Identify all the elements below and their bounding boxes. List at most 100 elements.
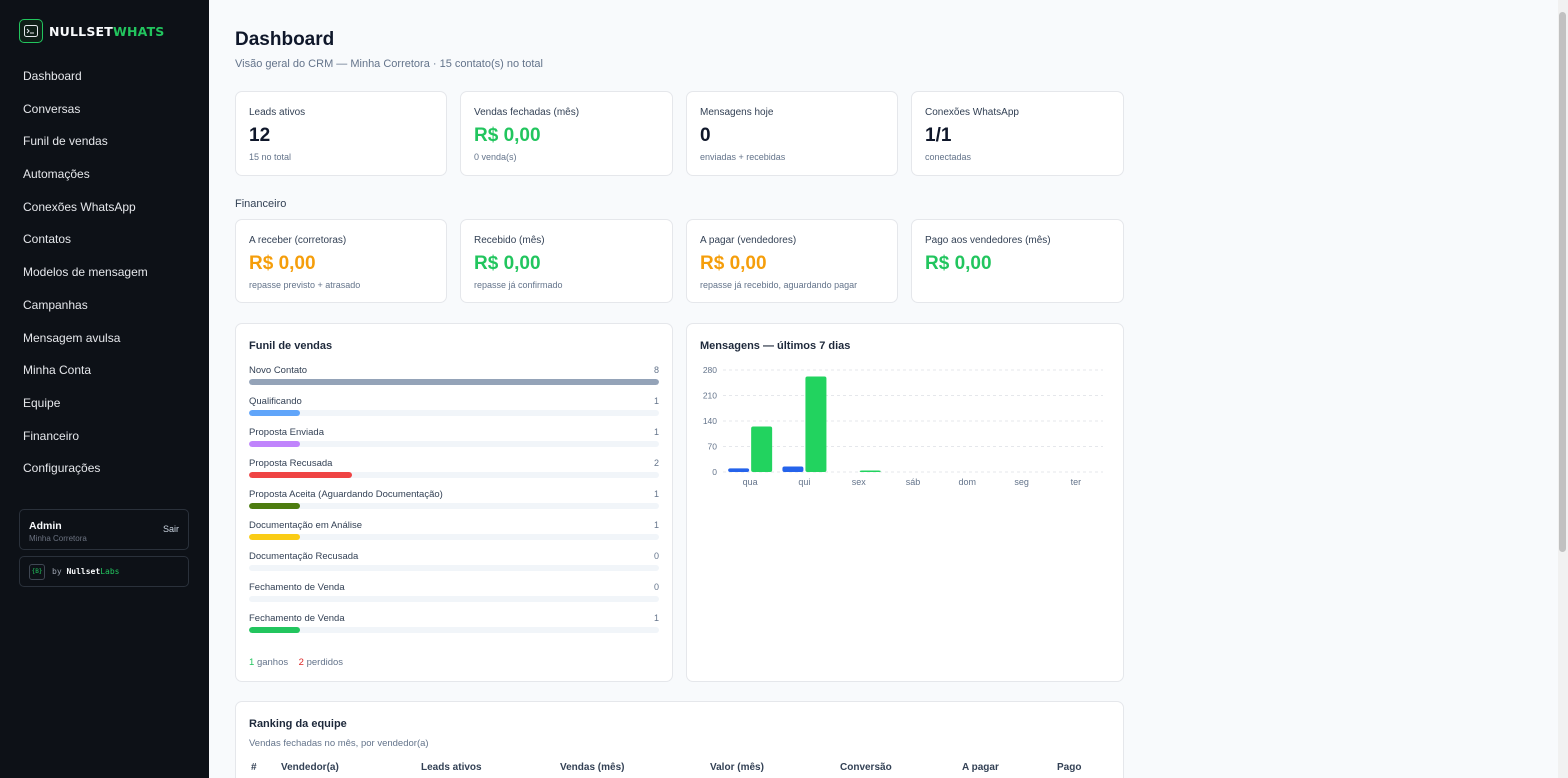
funnel-stage[interactable]: Proposta Enviada 1 xyxy=(249,427,659,453)
messages-chart-title: Mensagens — últimos 7 dias xyxy=(700,340,851,352)
stat-value: 12 xyxy=(249,125,271,146)
nav-item-dashboard[interactable]: Dashboard xyxy=(23,69,82,83)
funnel-stage[interactable]: Proposta Recusada 2 xyxy=(249,458,659,484)
stat-label: Pago aos vendedores (mês) xyxy=(925,235,1051,246)
funnel-stage[interactable]: Fechamento de Venda 1 xyxy=(249,613,659,639)
funnel-stage-bar xyxy=(249,441,301,447)
nav-item-equipe[interactable]: Equipe xyxy=(23,395,61,410)
finance-card-recebido: Recebido (mês) R$ 0,00 repasse já confir… xyxy=(460,219,673,303)
finance-card-a-receber: A receber (corretoras) R$ 0,00 repasse p… xyxy=(235,219,447,303)
nullsetlabs-logo-icon: {B} xyxy=(29,563,45,580)
messages-chart-card: Mensagens — últimos 7 dias 0 70 140 210 280 q… xyxy=(686,323,1124,682)
sidebar: NULLSETWHATS Dashboard Conversas Funil d… xyxy=(0,0,209,778)
nav-item-configuracoes[interactable]: Configurações xyxy=(23,461,101,476)
lost-label: perdidos xyxy=(306,657,344,668)
chart-bar-sex-series-1[interactable] xyxy=(859,470,881,473)
nav-item-modelos[interactable]: Modelos de mensagem xyxy=(23,265,148,280)
nav-item-funil[interactable]: Funil de vendas xyxy=(23,134,108,149)
funnel-stage[interactable]: Documentação Recusada 0 xyxy=(249,551,659,577)
funnel-stage-count: 1 xyxy=(653,396,659,406)
funnel-stage[interactable]: Novo Contato 8 xyxy=(249,365,659,391)
nav-item-financeiro[interactable]: Financeiro xyxy=(23,428,80,443)
funnel-title: Funil de vendas xyxy=(249,340,333,352)
chart-bar-qua-series-0[interactable] xyxy=(728,468,750,472)
stat-hint: 15 no total xyxy=(249,152,292,162)
stat-label: A receber (corretoras) xyxy=(249,235,347,246)
funnel-stage-name: Fechamento de Venda xyxy=(249,613,345,624)
nav-item-mensagem-avulsa[interactable]: Mensagem avulsa xyxy=(23,330,121,345)
funnel-stage-bar xyxy=(249,379,659,385)
funnel-stage-bar xyxy=(249,534,301,540)
stat-card-mensagens: Mensagens hoje 0 enviadas + recebidas xyxy=(686,91,898,176)
funnel-stage-name: Proposta Enviada xyxy=(249,427,324,438)
messages-bar-chart: 0 70 140 210 280 qua qui sex sáb dom seg ter xyxy=(703,365,1103,487)
funnel-stage-count: 1 xyxy=(653,613,659,623)
stat-card-conexoes: Conexões WhatsApp 1/1 conectadas xyxy=(911,91,1124,176)
funnel-stage[interactable]: Fechamento de Venda 0 xyxy=(249,582,659,608)
funnel-card: Funil de vendas Novo Contato 8 Qualificand… xyxy=(235,323,673,682)
chart-bar-qui-series-0[interactable] xyxy=(782,466,804,472)
funnel-stage-name: Novo Contato xyxy=(249,365,308,376)
col-vendedor[interactable]: Vendedor(a) xyxy=(281,762,339,773)
funnel-stage[interactable]: Proposta Aceita (Aguardando Documentação… xyxy=(249,489,659,515)
ranking-title: Ranking da equipe xyxy=(249,718,347,730)
user-name: Admin xyxy=(29,520,62,532)
stat-card-leads: Leads ativos 12 15 no total xyxy=(235,91,447,176)
stat-value: 0 xyxy=(700,125,711,146)
chart-bar-qui-series-1[interactable] xyxy=(805,376,827,472)
funnel-stage-bar xyxy=(249,627,301,633)
col-valor-mes[interactable]: Valor (mês) xyxy=(710,762,764,773)
funnel-stage-bar xyxy=(249,472,352,478)
x-tick-label: ter xyxy=(1071,477,1082,487)
nav-item-conversas[interactable]: Conversas xyxy=(23,101,81,116)
col-pago[interactable]: Pago xyxy=(1057,762,1082,773)
col-leads-ativos[interactable]: Leads ativos xyxy=(421,762,482,773)
credit-box[interactable]: {B} by NullsetLabs xyxy=(19,556,189,587)
y-tick-label: 0 xyxy=(712,467,717,477)
ranking-card: Ranking da equipe Vendas fechadas no mês… xyxy=(235,701,1124,778)
user-box: Admin Minha Corretora Sair xyxy=(19,509,189,550)
nav-item-contatos[interactable]: Contatos xyxy=(23,232,72,247)
funnel-stage-track xyxy=(249,410,659,416)
sidebar-nav: Dashboard Conversas Funil de vendas Auto… xyxy=(0,60,209,485)
funnel-stage-track xyxy=(249,627,659,633)
col-a-pagar[interactable]: A pagar xyxy=(962,762,999,773)
col-conversao[interactable]: Conversão xyxy=(840,762,892,773)
logout-button[interactable]: Sair xyxy=(162,524,179,534)
funnel-stage[interactable]: Qualificando 1 xyxy=(249,396,659,422)
credit-text: by NullsetLabs xyxy=(52,567,119,576)
nav-item-campanhas[interactable]: Campanhas xyxy=(23,297,88,312)
x-tick-label: sex xyxy=(852,477,867,487)
funnel-stage-name: Documentação em Análise xyxy=(249,520,363,531)
won-count: 1 xyxy=(249,657,255,668)
brand-name: NULLSETWHATS xyxy=(49,24,165,39)
funnel-stage-name: Qualificando xyxy=(249,396,302,407)
brand[interactable]: NULLSETWHATS xyxy=(19,19,165,43)
chart-bar-qua-series-1[interactable] xyxy=(751,426,773,472)
x-tick-label: sáb xyxy=(906,477,921,487)
funnel-stage-count: 1 xyxy=(653,427,659,437)
col-rank: # xyxy=(251,762,257,773)
funnel-stage-count: 8 xyxy=(653,365,659,375)
stat-hint: conectadas xyxy=(925,152,972,162)
stat-value: R$ 0,00 xyxy=(474,125,541,146)
won-label: ganhos xyxy=(256,657,289,668)
col-vendas-mes[interactable]: Vendas (mês) xyxy=(560,762,625,773)
nav-item-conexoes[interactable]: Conexões WhatsApp xyxy=(23,199,136,214)
nav-item-automacoes[interactable]: Automações xyxy=(23,167,90,182)
finance-card-pago: Pago aos vendedores (mês) R$ 0,00 xyxy=(911,219,1124,303)
nav-item-minha-conta[interactable]: Minha Conta xyxy=(23,363,92,378)
stat-hint: repasse já recebido, aguardando pagar xyxy=(700,280,858,290)
user-org: Minha Corretora xyxy=(29,534,87,543)
funnel-stage-name: Proposta Recusada xyxy=(249,458,333,469)
page-scrollbar-thumb[interactable] xyxy=(1559,12,1566,552)
funnel-stage-track xyxy=(249,441,659,447)
stat-hint: repasse previsto + atrasado xyxy=(249,280,361,290)
funnel-stage-track xyxy=(249,534,659,540)
stat-value: 1/1 xyxy=(925,125,952,146)
funnel-stage[interactable]: Documentação em Análise 1 xyxy=(249,520,659,546)
funnel-stage-count: 0 xyxy=(653,551,659,561)
page-scrollbar-track[interactable] xyxy=(1558,0,1568,778)
x-tick-label: dom xyxy=(959,477,977,487)
stat-hint: 0 venda(s) xyxy=(474,152,517,162)
